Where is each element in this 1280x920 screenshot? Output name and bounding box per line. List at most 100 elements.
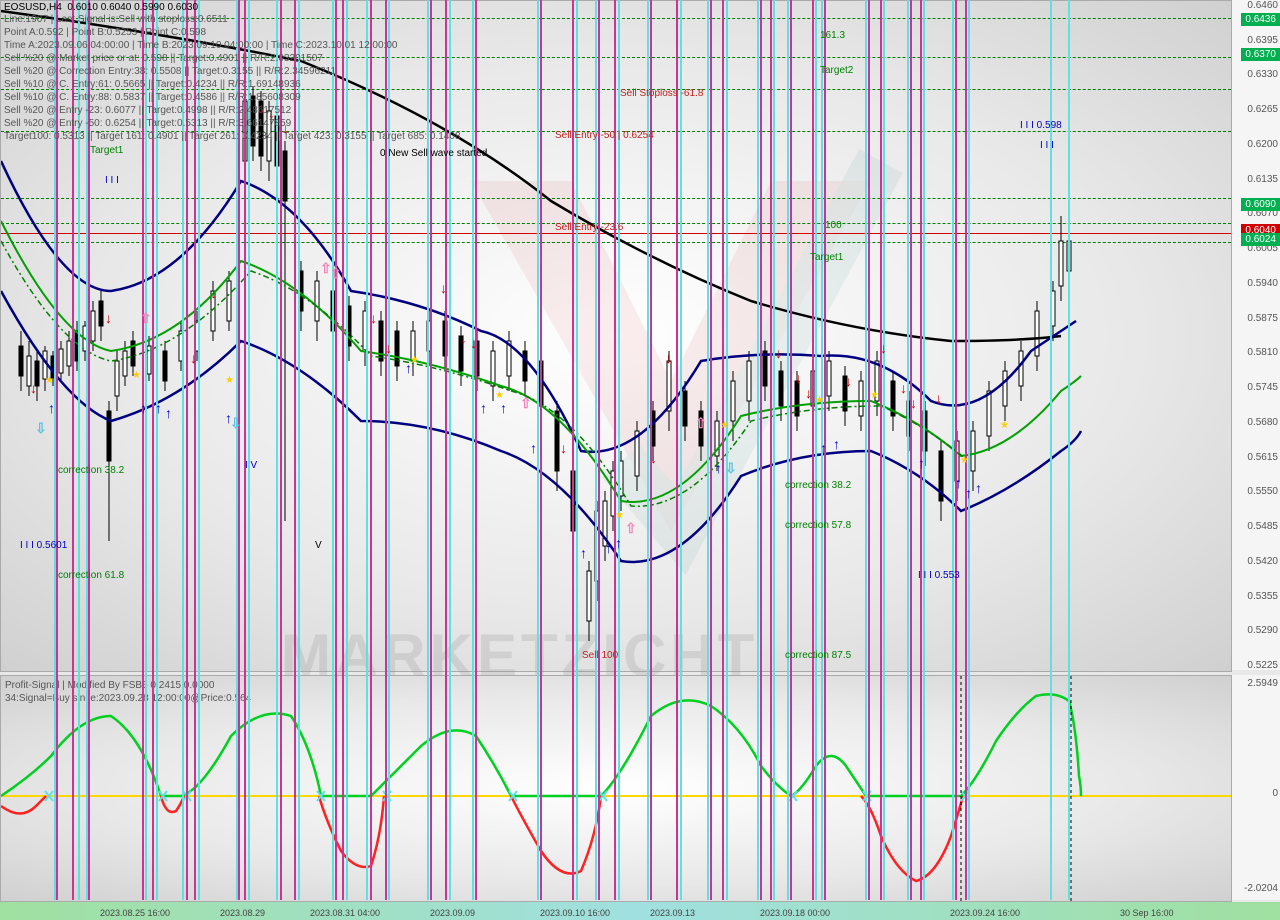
arrow-down-red: ↓ [460, 330, 467, 346]
sub-info-2: 34:Signal=Buy since:2023.09.28 12:00:00@… [5, 693, 251, 704]
annotation: Sell Stoploss -61.8 [620, 88, 703, 99]
vline-magenta [540, 0, 542, 900]
y-tick: 0.5290 [1247, 625, 1278, 636]
arrow-up-blue: ↑ [530, 440, 537, 456]
annotation: correction 57.8 [785, 520, 851, 531]
vline-magenta [868, 0, 870, 900]
info-line: Sell %20 @ Market price or at: 0.598 || … [4, 53, 323, 64]
arrow-down-red: ↓ [900, 380, 907, 396]
x-label: 2023.09.18 00:00 [760, 908, 830, 918]
vline-magenta [955, 0, 957, 900]
vline-magenta [760, 0, 762, 900]
vline-cyan [952, 0, 954, 900]
arrow-down-red: ↓ [935, 390, 942, 406]
vline-cyan [907, 0, 909, 900]
arrow-up-blue: ↑ [975, 480, 982, 496]
annotation: Sell Entry -23.6 [555, 222, 623, 233]
arrow-up-blue: ↑ [615, 535, 622, 551]
vline-cyan [968, 0, 970, 900]
y-axis-sub: 2.5949 0 -2.0204 [1231, 675, 1280, 900]
arrow-hollow-pink: ⇧ [140, 310, 152, 327]
annotation: I I I [1040, 140, 1054, 151]
y-tick: 0.6330 [1247, 69, 1278, 80]
y-label-green: 0.6370 [1241, 48, 1280, 61]
annotation: correction 87.5 [785, 650, 851, 661]
arrow-down-red: ↓ [268, 105, 275, 121]
arrow-up-blue: ↑ [580, 545, 587, 561]
y-tick: 0.5355 [1247, 591, 1278, 602]
annotation: Target2 [820, 65, 853, 76]
annotation: I I I [105, 175, 119, 186]
star-marker: ★ [870, 390, 879, 401]
arrow-up-blue: ↑ [140, 400, 147, 416]
y-sub-tick: -2.0204 [1244, 883, 1278, 894]
arrow-up-blue: ↑ [965, 485, 972, 501]
annotation: correction 61.8 [58, 570, 124, 581]
info-line: Sell %10 @ C. Entry:88: 0.5837 || Target… [4, 92, 301, 103]
arrow-up-blue: ↑ [605, 540, 612, 556]
arrow-up-blue: ↑ [155, 400, 162, 416]
x-label: 2023.09.24 16:00 [950, 908, 1020, 918]
y-tick: 0.6395 [1247, 35, 1278, 46]
vline-cyan [815, 0, 817, 900]
star-marker: ★ [410, 355, 419, 366]
y-label-green: 0.6024 [1241, 233, 1280, 246]
vline-cyan [883, 0, 885, 900]
star-marker: ★ [225, 375, 234, 386]
arrow-down-red: ↓ [30, 380, 37, 396]
vline-cyan [1068, 0, 1070, 900]
arrow-down-red: ↓ [910, 395, 917, 411]
candlesticks [19, 86, 1071, 641]
annotation: Sell 100 [582, 650, 618, 661]
arrow-down-red: ↓ [190, 350, 197, 366]
arrow-down-red: ↓ [880, 340, 887, 356]
vline-magenta [722, 0, 724, 900]
star-marker: ★ [615, 510, 624, 521]
y-sub-tick: 2.5949 [1247, 678, 1278, 689]
y-tick: 0.5225 [1247, 660, 1278, 671]
y-label-green: 0.6436 [1241, 13, 1280, 26]
arrow-hollow-pink: ⇧ [625, 520, 637, 537]
star-marker: ★ [132, 370, 141, 381]
sub-chart[interactable]: Profit-Signal | Modified By FSB3 0.2415 … [0, 675, 1232, 902]
arrow-down-red: ↓ [470, 335, 477, 351]
info-line: Target100: 0.5313 || Target 161: 0.4901 … [4, 131, 461, 142]
star-marker: ★ [960, 455, 969, 466]
vline-magenta [965, 0, 967, 900]
arrow-down-red: ↓ [282, 120, 289, 136]
arrow-down-red: ↓ [105, 310, 112, 326]
arrow-hollow-cyan: ⇩ [35, 420, 47, 437]
vline-magenta [710, 0, 712, 900]
vline-cyan [923, 0, 925, 900]
arrow-hollow-pink: ⇧ [695, 415, 707, 432]
chart-container: MARKETZICHT [0, 0, 1280, 920]
vline-magenta [920, 0, 922, 900]
annotation: I I I 0.598 [1020, 120, 1062, 131]
vline-cyan [680, 0, 682, 900]
vline-magenta [475, 0, 477, 900]
symbol-label: EOSUSD,H4 0.6010 0.6040 0.5990 0.6030 [4, 2, 198, 13]
vline-magenta [676, 0, 678, 900]
annotation: Target1 [90, 145, 123, 156]
arrow-hollow-cyan: ⇩ [725, 460, 737, 477]
y-tick: 0.5940 [1247, 278, 1278, 289]
vline-magenta [812, 0, 814, 900]
vline-magenta [910, 0, 912, 900]
arrow-up-blue: ↑ [165, 405, 172, 421]
y-tick: 0.5550 [1247, 486, 1278, 497]
arrow-up-blue: ↑ [500, 400, 507, 416]
y-tick: 0.5485 [1247, 521, 1278, 532]
x-label: 2023.09.09 [430, 908, 475, 918]
arrow-up-blue: ↑ [820, 440, 827, 456]
arrow-down-red: ↓ [210, 285, 217, 301]
info-line: Sell %20 @ Entry -23: 0.6077 || Target:0… [4, 105, 291, 116]
annotation: 100 [825, 220, 842, 231]
arrow-down-red: ↓ [370, 310, 377, 326]
vline-magenta [770, 0, 772, 900]
info-line: Time A:2023.09.06 04:00:00 | Time B:2023… [4, 40, 397, 51]
vline-magenta [790, 0, 792, 900]
arrow-down-red: ↓ [258, 100, 265, 116]
annotation: correction 38.2 [58, 465, 124, 476]
arrow-up-blue: ↑ [918, 455, 925, 471]
arrow-down-red: ↓ [560, 440, 567, 456]
